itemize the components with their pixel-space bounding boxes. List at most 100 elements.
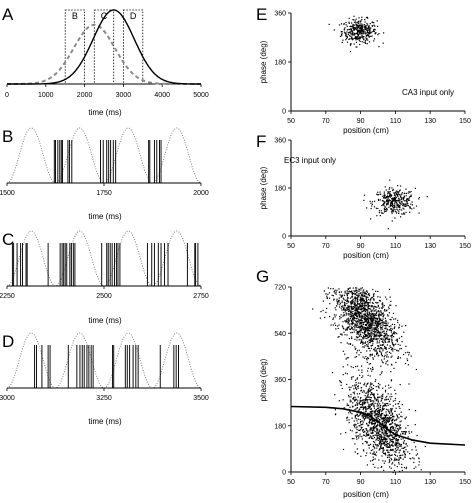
panel-e-x-tick-label: 110 [390,118,401,125]
scatter-point [384,417,386,419]
scatter-point [340,342,342,344]
scatter-point [334,316,336,318]
scatter-point [382,305,384,307]
scatter-point [380,210,382,212]
scatter-point [357,323,359,325]
scatter-point [356,294,358,296]
scatter-point [358,25,360,28]
scatter-point [391,463,393,465]
scatter-point [354,423,356,425]
scatter-point [360,331,362,333]
panel-d: D 3000 3250 3500 time (ms) [0,332,209,426]
scatter-point [381,314,383,316]
scatter-point [386,449,388,452]
scatter-point [403,198,405,200]
scatter-point [381,397,384,400]
scatter-point [338,301,340,303]
scatter-point [388,338,390,340]
scatter-point [360,300,362,302]
scatter-point [398,443,400,445]
scatter-point [397,447,399,449]
scatter-point [378,314,380,316]
scatter-point [355,324,357,326]
scatter-point [337,303,339,305]
scatter-point [375,32,377,34]
scatter-point [363,194,366,196]
scatter-point [379,199,381,201]
panel-g-x-tick-label: 130 [424,479,436,486]
scatter-point [337,336,339,338]
scatter-point [376,434,378,436]
scatter-point [361,41,363,43]
scatter-point [368,333,370,335]
scatter-point [401,416,403,418]
scatter-point [361,299,364,301]
scatter-point [367,322,369,324]
scatter-point [347,29,349,31]
scatter-point [377,397,379,399]
scatter-point [332,317,334,319]
scatter-point [342,326,344,328]
scatter-point [378,307,380,309]
scatter-point [359,43,361,46]
scatter-point [334,307,336,309]
scatter-point [350,319,352,321]
scatter-point [358,402,360,404]
scatter-point [391,444,393,446]
scatter-point [369,340,371,342]
window-box-b [64,9,85,85]
scatter-point [326,297,328,299]
scatter-point [365,297,367,299]
scatter-point [381,212,383,214]
scatter-point [362,30,365,32]
scatter-point [349,343,352,345]
scatter-point [376,399,378,401]
scatter-point [376,333,378,335]
scatter-point [381,414,383,416]
scatter-point [350,396,352,398]
scatter-point [391,414,394,416]
scatter-point [403,212,405,214]
scatter-point [350,309,352,311]
scatter-point [349,318,352,320]
scatter-point [363,41,365,43]
scatter-point [401,341,403,343]
scatter-point [371,296,373,298]
scatter-point [366,416,368,418]
scatter-point [348,386,350,388]
scatter-point [386,338,388,340]
scatter-point [377,407,379,409]
panel-d-x-tick-label: 3250 [96,395,112,402]
scatter-point [374,331,376,333]
scatter-point [370,336,372,338]
scatter-point [346,417,348,419]
scatter-point [383,314,385,316]
scatter-point [373,308,375,310]
scatter-point [404,456,406,458]
scatter-point [344,299,346,301]
scatter-point [393,318,395,320]
scatter-point [410,355,412,357]
scatter-point [391,187,393,189]
scatter-point [364,33,366,35]
scatter-point [368,417,370,419]
scatter-point [375,325,377,327]
scatter-point [398,401,401,403]
scatter-point [372,328,374,330]
scatter-point [408,432,410,434]
panel-g-x-tick-label: 90 [357,479,365,486]
scatter-point [401,193,403,195]
scatter-point [374,328,376,331]
scatter-point [382,408,384,410]
scatter-point [390,194,392,196]
scatter-point [371,334,373,336]
scatter-point [347,32,350,34]
scatter-point [393,332,395,334]
scatter-point [406,201,408,203]
scatter-point [360,325,362,327]
scatter-point [385,389,387,391]
scatter-point [367,406,369,408]
scatter-point [380,447,382,449]
scatter-point [335,314,337,316]
